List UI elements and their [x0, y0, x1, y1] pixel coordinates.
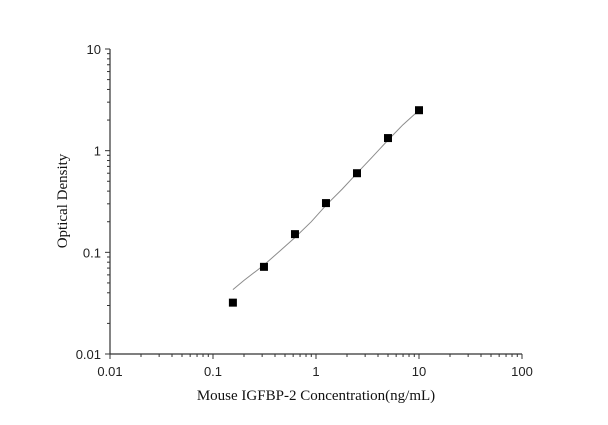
- x-axis-ticks: 0.01 0.1 1 10 100: [97, 354, 533, 379]
- data-point-marker: [321, 199, 330, 208]
- data-point-marker: [415, 106, 423, 115]
- x-tick-label: 0.01: [97, 364, 122, 379]
- data-points: [228, 106, 423, 307]
- x-tick-label: 100: [511, 364, 533, 379]
- y-tick-label: 0.1: [83, 245, 101, 260]
- x-tick-label: 1: [312, 364, 319, 379]
- x-tick-label: 10: [412, 364, 426, 379]
- y-tick-label: 1: [94, 144, 101, 159]
- x-axis-title: Mouse IGFBP-2 Concentration(ng/mL): [197, 388, 435, 404]
- y-axis-title: Optical Density: [55, 153, 71, 248]
- data-point-marker: [290, 230, 299, 239]
- data-point-marker: [383, 134, 392, 143]
- y-tick-label: 10: [87, 42, 101, 57]
- x-tick-label: 0.1: [204, 364, 222, 379]
- data-point-marker: [228, 298, 237, 307]
- axes: [109, 49, 522, 355]
- y-axis-ticks: 0.01 0.1 1 10: [76, 42, 110, 362]
- data-point-marker: [352, 169, 361, 178]
- data-point-marker: [259, 262, 268, 271]
- y-tick-label: 0.01: [76, 347, 101, 362]
